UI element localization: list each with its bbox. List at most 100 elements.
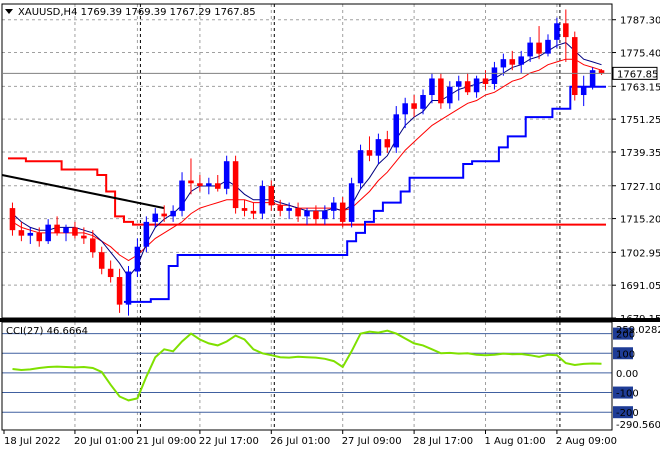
candle[interactable] — [27, 227, 34, 244]
candle[interactable] — [107, 260, 114, 283]
candle[interactable] — [72, 221, 78, 239]
candle[interactable] — [277, 199, 283, 217]
candle[interactable] — [393, 106, 400, 153]
candle[interactable] — [357, 144, 364, 189]
candle[interactable] — [161, 205, 167, 222]
candle[interactable] — [491, 61, 498, 90]
candle[interactable] — [554, 17, 560, 49]
candle[interactable] — [313, 205, 319, 225]
candle[interactable] — [18, 221, 25, 242]
candle[interactable] — [143, 216, 150, 253]
candle[interactable] — [571, 31, 578, 101]
candle[interactable] — [473, 75, 480, 98]
current-price-label: 1767.85 — [617, 69, 658, 80]
symbol-dropdown-icon[interactable] — [5, 9, 13, 14]
candle[interactable] — [500, 53, 507, 76]
candle[interactable] — [90, 230, 96, 258]
candle[interactable] — [125, 266, 132, 316]
candle[interactable] — [536, 26, 542, 60]
candle[interactable] — [464, 72, 471, 96]
candle[interactable] — [214, 174, 221, 192]
candle[interactable] — [438, 72, 444, 109]
candle-body — [589, 70, 596, 87]
candle[interactable] — [259, 180, 266, 220]
candle[interactable] — [563, 9, 569, 62]
candle[interactable] — [54, 216, 60, 236]
cci-panel[interactable]: 200 100 0.00 -100 -200 259.0282 -290.5605 — [2, 325, 660, 431]
candle-body — [72, 227, 78, 236]
candle[interactable] — [509, 50, 516, 71]
candle[interactable] — [339, 197, 346, 228]
candle-body — [420, 95, 426, 109]
candle[interactable] — [598, 69, 605, 75]
candle-body — [27, 232, 34, 236]
candle[interactable] — [304, 208, 310, 225]
candle[interactable] — [527, 37, 533, 62]
candle[interactable] — [134, 238, 141, 278]
candle[interactable] — [9, 202, 16, 236]
candle[interactable] — [206, 177, 212, 195]
candle[interactable] — [375, 133, 382, 164]
candle[interactable] — [197, 174, 203, 192]
candle[interactable] — [455, 75, 462, 101]
candle[interactable] — [384, 130, 391, 153]
candle-body — [63, 227, 69, 233]
candle[interactable] — [170, 205, 176, 222]
candle[interactable] — [36, 227, 43, 247]
candle[interactable] — [232, 155, 239, 214]
candle[interactable] — [366, 136, 373, 162]
candle-body — [45, 224, 51, 242]
candle[interactable] — [402, 97, 408, 129]
candle[interactable] — [98, 246, 105, 275]
candle[interactable] — [580, 75, 587, 107]
candle-body — [357, 150, 364, 184]
candle[interactable] — [152, 208, 159, 228]
price-tick-label: 1763.15 — [620, 82, 660, 93]
price-tick-label: 1739.35 — [620, 148, 660, 159]
candle[interactable] — [81, 227, 87, 244]
candle-body — [598, 70, 605, 74]
candle[interactable] — [420, 89, 426, 115]
time-tick-label: 26 Jul 01:00 — [270, 436, 330, 447]
candle[interactable] — [589, 67, 596, 90]
candle-body — [402, 103, 408, 115]
candle[interactable] — [45, 219, 51, 244]
candle-body — [393, 114, 400, 148]
candle[interactable] — [429, 72, 435, 104]
candle[interactable] — [322, 205, 328, 225]
candle-body — [286, 208, 292, 211]
candle[interactable] — [447, 81, 453, 109]
candle[interactable] — [545, 34, 551, 57]
candle-body — [295, 208, 301, 217]
candle[interactable] — [223, 155, 230, 195]
candle[interactable] — [518, 50, 524, 73]
candle[interactable] — [63, 224, 69, 242]
cci-level-label: 200 — [616, 330, 635, 341]
candle-body — [527, 42, 533, 57]
candle[interactable] — [286, 202, 292, 220]
panel-separator — [0, 318, 660, 322]
candle[interactable] — [116, 268, 123, 313]
cci-max-label: 259.0282 — [616, 325, 660, 336]
price-tick-label: 1727.10 — [620, 182, 660, 193]
trendline[interactable] — [1, 174, 165, 210]
candle[interactable] — [179, 172, 185, 217]
candle-body — [384, 139, 391, 148]
candle[interactable] — [241, 199, 248, 217]
lower-channel-line — [124, 85, 606, 303]
price-tick-label: 1775.40 — [620, 49, 660, 60]
candle[interactable] — [188, 158, 194, 195]
candle-body — [143, 221, 150, 247]
candle[interactable] — [250, 202, 257, 220]
candle-body — [125, 271, 132, 305]
candle[interactable] — [348, 177, 355, 228]
current-price-box — [612, 66, 658, 80]
candle[interactable] — [295, 202, 301, 222]
candle[interactable] — [268, 180, 275, 211]
candle[interactable] — [411, 95, 417, 118]
time-tick-label: 22 Jul 17:00 — [199, 436, 259, 447]
candle-layer[interactable] — [9, 9, 605, 316]
candle[interactable] — [331, 197, 337, 220]
